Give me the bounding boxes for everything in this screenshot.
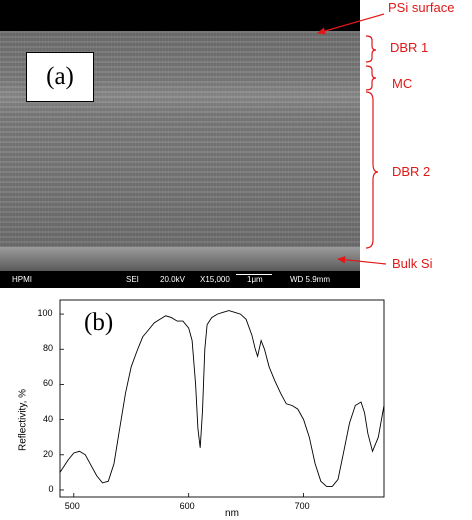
sem-magnification: X15,000 — [200, 275, 230, 284]
y-ticks — [60, 313, 64, 491]
sem-scale-label: 1μm — [247, 275, 263, 284]
x-tick-label: 600 — [179, 501, 195, 511]
bulk-si-arrow — [336, 256, 387, 265]
sem-instrument: HPMI — [12, 275, 32, 284]
label-mc: MC — [392, 76, 413, 91]
y-axis-label: Reflectivity, % — [17, 388, 29, 452]
x-ticks — [73, 493, 304, 497]
sem-info-bar: HPMI SEI 20.0kV X15,000 1μm WD 5.9mm — [0, 271, 360, 288]
y-tick-label: 80 — [43, 343, 54, 354]
mc-brace — [365, 65, 377, 91]
sem-image: (a) HPMI SEI 20.0kV X15,000 1μm WD 5.9mm — [0, 0, 360, 288]
psi-surface-arrow — [316, 13, 385, 35]
sem-working-distance: WD 5.9mm — [290, 275, 330, 284]
sem-detector: SEI — [126, 275, 139, 284]
reflectivity-chart: 500 600 700 0 20 40 60 80 100 (b) Reflectivity, … — [0, 290, 472, 520]
y-tick-label: 100 — [37, 308, 53, 319]
panel-label-b: (b) — [84, 309, 114, 336]
x-axis-label: nm — [225, 508, 239, 519]
sem-voltage: 20.0kV — [160, 275, 185, 284]
label-bulk-si: Bulk Si — [392, 256, 433, 271]
reflectivity-series-line — [59, 310, 385, 487]
annotation-layer — [316, 13, 387, 265]
label-psi-surface: PSi surface — [388, 0, 455, 15]
x-tick-label: 700 — [294, 501, 310, 511]
y-tick-label: 60 — [43, 378, 54, 389]
y-tick-label: 40 — [43, 413, 54, 424]
y-tick-label: 0 — [48, 483, 54, 494]
sem-scale-bar — [236, 274, 272, 275]
sem-bulk-si-region — [0, 247, 360, 271]
dbr2-brace — [365, 91, 379, 249]
dbr1-brace — [365, 35, 377, 63]
label-dbr2: DBR 2 — [392, 164, 431, 179]
chart-plot-area — [59, 299, 385, 498]
x-tick-label: 500 — [64, 501, 80, 511]
label-dbr1: DBR 1 — [390, 40, 429, 55]
chart-frame — [59, 299, 385, 498]
panel-label-a: (a) — [26, 52, 94, 102]
y-tick-label: 20 — [43, 448, 54, 459]
